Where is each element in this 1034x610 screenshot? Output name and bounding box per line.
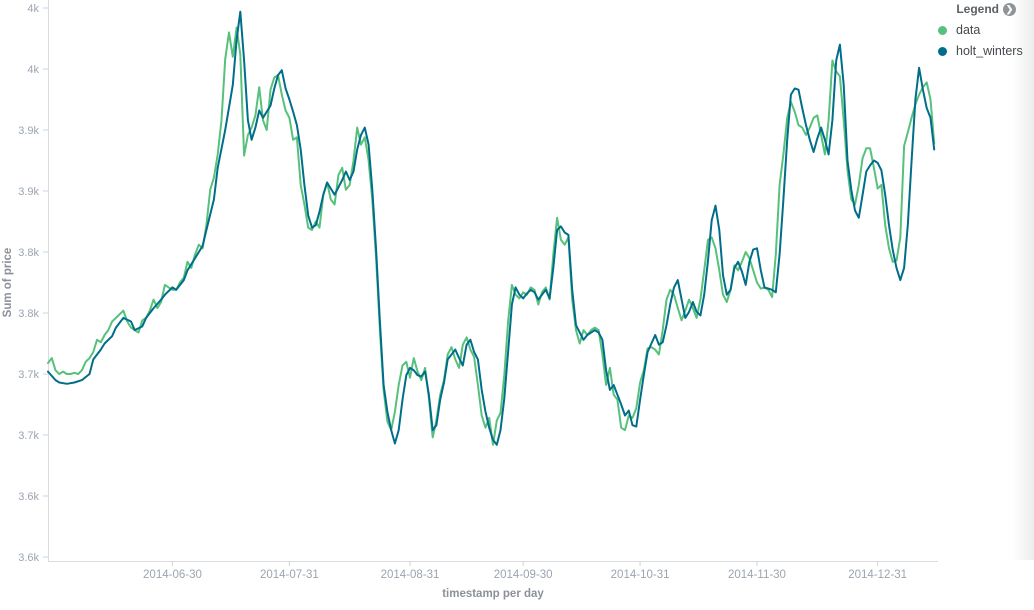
chart-legend: Legend ❯ data holt_winters: [938, 2, 1030, 58]
legend-header: Legend ❯: [938, 2, 1030, 16]
legend-item-label: holt_winters: [956, 44, 1023, 58]
legend-toggle-icon[interactable]: ❯: [1003, 2, 1016, 16]
y-tick-label: 3.9k: [18, 186, 39, 198]
legend-color-dot: [938, 46, 947, 56]
series-line-data[interactable]: [47, 26, 936, 446]
x-tick-label: 2014-09-30: [494, 569, 553, 581]
y-axis-caption: Sum of price: [2, 248, 14, 318]
y-tick-label: 3.7k: [18, 369, 39, 381]
x-tick-label: 2014-10-31: [611, 569, 670, 581]
x-tick-label: 2014-08-31: [381, 569, 440, 581]
x-tick-label: 2014-07-31: [260, 569, 319, 581]
legend-items: data holt_winters: [938, 23, 1030, 58]
legend-item-label: data: [956, 23, 981, 37]
y-tick-label: 3.6k: [18, 491, 39, 503]
y-tick-label: 3.9k: [18, 125, 39, 137]
legend-item-data[interactable]: data: [938, 23, 1030, 37]
y-tick-label: 4k: [27, 64, 39, 76]
y-tick-label: 3.6k: [18, 552, 39, 564]
x-axis-caption: timestamp per day: [442, 588, 544, 600]
x-tick-label: 2014-06-30: [143, 569, 202, 581]
x-tick-label: 2014-12-31: [848, 569, 907, 581]
y-tick-label: 3.7k: [18, 430, 39, 442]
legend-item-holt_winters[interactable]: holt_winters: [938, 44, 1030, 58]
y-tick-label: 4k: [27, 3, 39, 15]
y-tick-label: 3.8k: [18, 308, 39, 320]
y-tick-label: 3.8k: [18, 247, 39, 259]
x-tick-label: 2014-11-30: [728, 569, 786, 581]
legend-color-dot: [938, 25, 947, 35]
legend-title: Legend: [956, 2, 999, 16]
series-line-holt_winters[interactable]: [47, 10, 936, 446]
